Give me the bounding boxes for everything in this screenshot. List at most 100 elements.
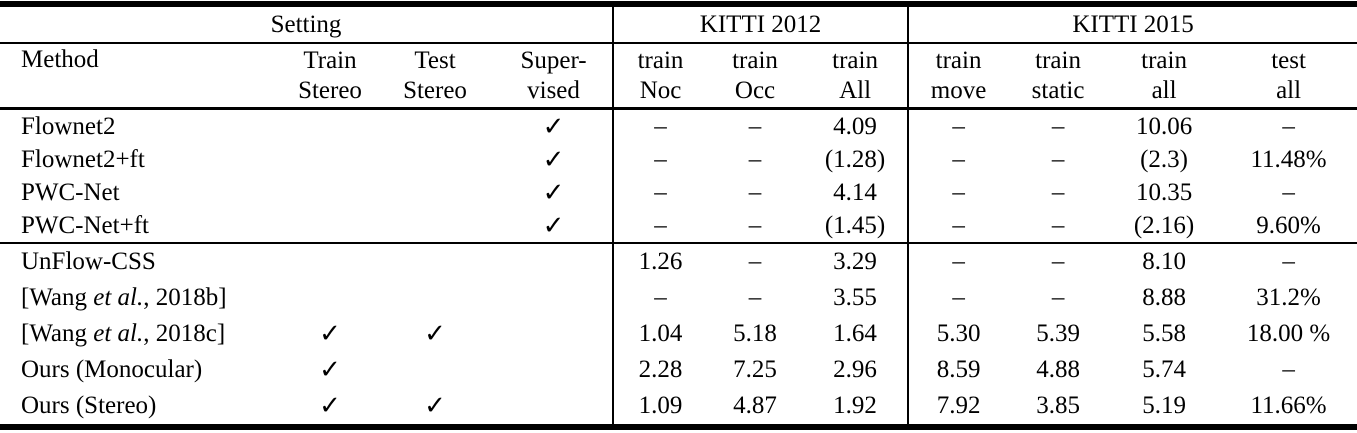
value-cell: – xyxy=(1051,178,1065,206)
col-header-train-stereo: Train Stereo xyxy=(285,43,375,110)
value-cell: 1.26 xyxy=(613,242,708,280)
method-name-cell: [Wang et al., 2018b] xyxy=(21,284,227,311)
checkmark-icon: ✓ xyxy=(542,144,565,174)
value-cell: – xyxy=(654,211,667,239)
checkmark-icon: ✓ xyxy=(542,111,565,141)
method-name-cell: [Wang et al., 2018c] xyxy=(21,320,226,347)
et-al-italic: et al. xyxy=(93,320,144,347)
train-stereo-cell xyxy=(285,109,375,144)
value-cell: – xyxy=(1282,178,1295,206)
value-cell: 3.55 xyxy=(803,280,910,316)
value-cell: – xyxy=(748,145,762,173)
table-row-wang-et-al-2018c: [Wang et al., 2018c] ✓ ✓ 1.04 5.18 1.64 5.30 5.… xyxy=(0,316,1357,352)
value-cell: – xyxy=(1051,284,1065,311)
value-cell: 5.19 xyxy=(1142,392,1186,419)
value-cell: – xyxy=(654,112,667,140)
checkmark-icon: ✓ xyxy=(542,210,565,240)
value-cell: 1.92 xyxy=(803,388,910,427)
supervised-cell: ✓ xyxy=(495,143,615,176)
test-stereo-cell xyxy=(375,242,495,280)
value-cell: – xyxy=(952,211,965,239)
supervised-cell xyxy=(495,280,615,316)
col-header-train-all: train all xyxy=(1108,43,1221,110)
group-header-setting: Setting xyxy=(0,4,615,44)
supervised-cell xyxy=(495,352,615,388)
value-cell: 9.60% xyxy=(1256,211,1321,239)
value-cell: 5.39 xyxy=(1036,320,1080,347)
value-cell: – xyxy=(1282,356,1295,383)
value-cell: – xyxy=(748,284,762,311)
test-stereo-cell: ✓ xyxy=(375,388,495,427)
et-al-italic: et al. xyxy=(93,284,144,311)
value-cell: – xyxy=(1008,242,1109,280)
value-cell: 1.09 xyxy=(638,392,683,419)
test-stereo-cell xyxy=(375,143,495,176)
supervised-cell: ✓ xyxy=(495,209,615,243)
value-cell: 5.58 xyxy=(1142,320,1186,347)
method-name-cell: PWC-Net+ft xyxy=(21,211,149,239)
table-row-flownet2-ft: Flownet2+ft ✓ – – (1.28) – – (2.3) 11.48% xyxy=(0,143,1357,176)
checkmark-icon: ✓ xyxy=(424,319,446,348)
value-cell: 3.29 xyxy=(803,242,910,280)
value-cell: – xyxy=(748,112,762,140)
value-cell: 5.30 xyxy=(936,320,981,347)
train-stereo-cell: ✓ xyxy=(285,316,375,352)
value-cell: 10.06 xyxy=(1135,112,1193,140)
value-cell: – xyxy=(748,178,762,206)
supervised-cell xyxy=(495,388,615,427)
checkmark-icon: ✓ xyxy=(319,391,341,420)
group-header-kitti-2012: KITTI 2012 xyxy=(613,4,910,44)
col-header-method: Method xyxy=(0,43,285,110)
value-cell: (2.3) xyxy=(1140,145,1189,173)
checkmark-icon: ✓ xyxy=(424,391,446,420)
table-row-wang-et-al-2018b: [Wang et al., 2018b] – – 3.55 – – 8.88 31.2% xyxy=(0,280,1357,316)
value-cell: – xyxy=(1282,112,1295,140)
value-cell: – xyxy=(908,242,1009,280)
value-cell: 4.87 xyxy=(733,392,777,419)
col-header-train-static: train static xyxy=(1008,43,1109,110)
train-stereo-cell xyxy=(285,280,375,316)
value-cell: (2.16) xyxy=(1133,211,1195,239)
value-cell: 1.04 xyxy=(638,320,683,347)
test-stereo-cell xyxy=(375,280,495,316)
table-row-ours-stereo: Ours (Stereo) ✓ ✓ 1.09 4.87 1.92 7.92 3.85 5.19 1… xyxy=(0,388,1357,427)
train-stereo-cell: ✓ xyxy=(285,388,375,427)
value-cell: – xyxy=(654,178,667,206)
value-cell: 10.35 xyxy=(1135,178,1193,206)
value-cell: (1.45) xyxy=(803,209,910,243)
value-cell: 18.00 % xyxy=(1246,320,1331,347)
value-cell: – xyxy=(1051,145,1065,173)
method-name-cell: Flownet2 xyxy=(21,112,116,140)
value-cell: 2.28 xyxy=(638,356,683,383)
value-cell: 7.92 xyxy=(936,392,981,419)
value-cell: 5.18 xyxy=(733,320,777,347)
test-stereo-cell xyxy=(375,109,495,144)
value-cell: 1.64 xyxy=(803,316,910,352)
test-stereo-cell xyxy=(375,352,495,388)
value-cell: – xyxy=(1051,211,1065,239)
test-stereo-cell: ✓ xyxy=(375,316,495,352)
group-header-kitti-2015: KITTI 2015 xyxy=(908,4,1357,44)
checkmark-icon: ✓ xyxy=(542,177,565,207)
col-header-train-all: train All xyxy=(803,43,910,110)
checkmark-icon: ✓ xyxy=(319,319,341,348)
supervised-cell xyxy=(495,316,615,352)
col-header-super-vised: Super-vised xyxy=(495,43,615,110)
value-cell: – xyxy=(1220,242,1357,280)
supervised-cell xyxy=(495,242,615,280)
table-row-flownet2: Flownet2 ✓ – – 4.09 – – 10.06 – xyxy=(0,108,1357,144)
value-cell: 3.85 xyxy=(1036,392,1080,419)
value-cell: 2.96 xyxy=(803,352,910,388)
table-row-pwc-net-ft: PWC-Net+ft ✓ – – (1.45) – – (2.16) 9.60% xyxy=(0,209,1357,243)
test-stereo-cell xyxy=(375,176,495,209)
value-cell: 7.25 xyxy=(733,356,777,383)
value-cell: 5.74 xyxy=(1142,356,1186,383)
value-cell: – xyxy=(748,211,762,239)
test-stereo-cell xyxy=(375,209,495,243)
value-cell: – xyxy=(707,242,804,280)
value-cell: – xyxy=(654,145,667,173)
table-row-pwc-net: PWC-Net ✓ – – 4.14 – – 10.35 – xyxy=(0,176,1357,209)
table-row-ours-monocular: Ours (Monocular) ✓ 2.28 7.25 2.96 8.59 4.88 5.7… xyxy=(0,352,1357,388)
